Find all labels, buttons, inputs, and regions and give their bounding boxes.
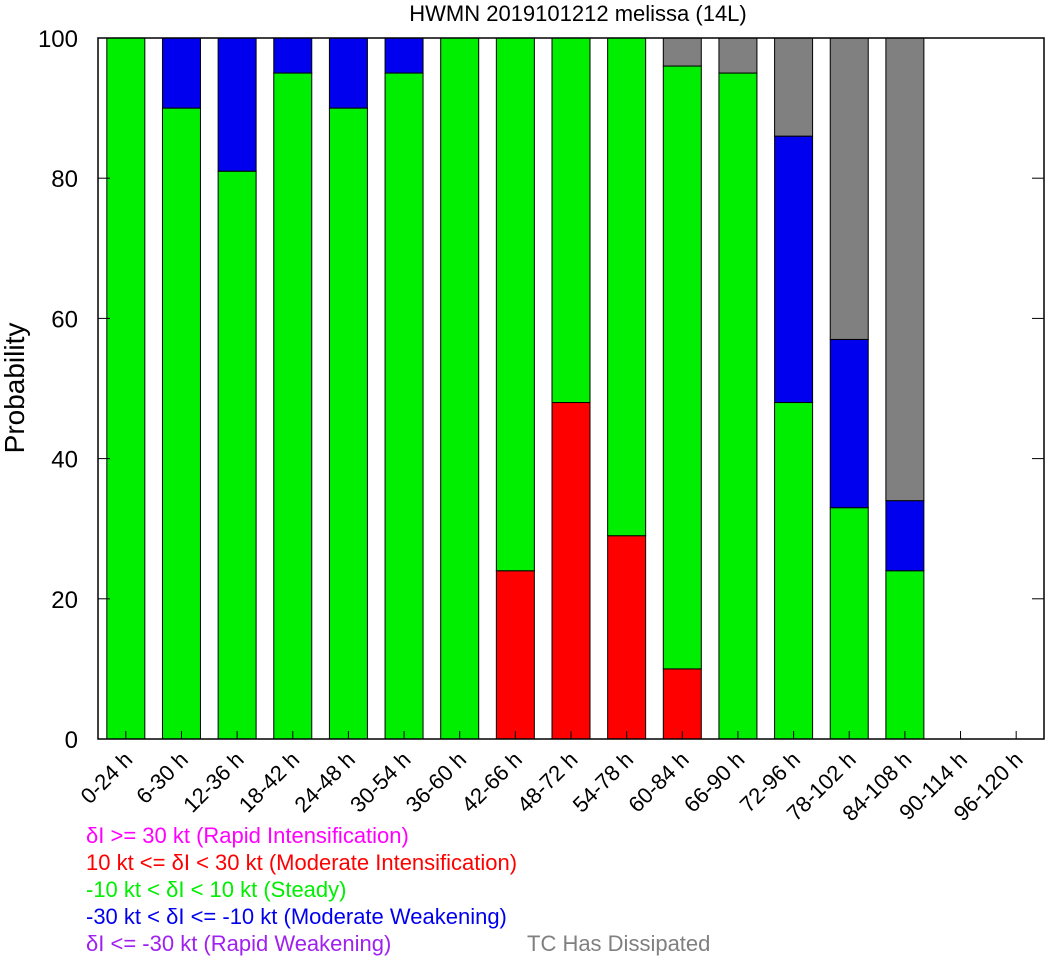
bar-segment-2-2 <box>217 170 257 740</box>
x-tick-label-11: 66-90 h <box>679 747 749 817</box>
bar-segment-3-2 <box>273 72 313 740</box>
legend-item-moderate-weakening: -30 kt < δI <= -10 kt (Moderate Weakenin… <box>86 904 507 929</box>
bar-segment-4-3 <box>328 37 368 109</box>
bar-segment-10-1 <box>662 668 702 740</box>
x-tick-label-0: 0-24 h <box>76 747 138 809</box>
bar-segment-14-4 <box>885 37 925 502</box>
y-tick-label-1: 20 <box>51 587 78 614</box>
bar-segment-14-2 <box>885 570 925 740</box>
bar-segment-1-2 <box>161 107 201 740</box>
legend: δI >= 30 kt (Rapid Intensification) 10 k… <box>86 822 517 957</box>
bar-segment-5-3 <box>384 37 424 74</box>
bar-segment-0-2 <box>106 37 146 740</box>
bars-layer <box>106 37 925 740</box>
bar-segment-11-4 <box>718 37 758 74</box>
bar-segment-8-1 <box>551 402 591 740</box>
legend-item-rapid-intensification: δI >= 30 kt (Rapid Intensification) <box>86 823 409 848</box>
bar-segment-7-2 <box>495 37 535 572</box>
x-tick-label-6: 36-60 h <box>401 747 471 817</box>
bar-segment-9-2 <box>607 37 647 537</box>
bar-segment-12-4 <box>774 37 814 137</box>
chart-title: HWMN 2019101212 melissa (14L) <box>409 1 747 26</box>
bar-segment-13-4 <box>829 37 869 340</box>
bar-segment-13-2 <box>829 507 869 740</box>
x-tick-label-9: 54-78 h <box>568 747 638 817</box>
stacked-bar-chart: HWMN 2019101212 melissa (14L) Probabilit… <box>0 1 1045 826</box>
y-axis-label: Probability <box>0 323 30 454</box>
x-tick-label-8: 48-72 h <box>512 747 582 817</box>
bar-segment-5-2 <box>384 72 424 740</box>
bar-segment-4-2 <box>328 107 368 740</box>
y-tick-label-0: 0 <box>65 727 78 754</box>
x-tick-label-5: 30-54 h <box>345 747 415 817</box>
bar-segment-13-3 <box>829 338 869 509</box>
bar-segment-8-2 <box>551 37 591 404</box>
x-tick-label-10: 60-84 h <box>623 747 693 817</box>
bar-segment-2-3 <box>217 37 257 172</box>
bar-segment-12-3 <box>774 135 814 404</box>
legend-item-moderate-intensification: 10 kt <= δI < 30 kt (Moderate Intensific… <box>86 850 518 875</box>
y-tick-label-2: 40 <box>51 447 78 474</box>
legend-item-dissipated: TC Has Dissipated <box>527 931 711 956</box>
bar-segment-12-2 <box>774 402 814 740</box>
bar-segment-9-1 <box>607 535 647 740</box>
y-tick-label-3: 60 <box>51 306 78 333</box>
bar-segment-11-2 <box>718 72 758 740</box>
bar-segment-3-3 <box>273 37 313 74</box>
bar-segment-6-2 <box>440 37 480 740</box>
bar-segment-7-1 <box>495 570 535 740</box>
bar-segment-10-4 <box>662 37 702 67</box>
bar-segment-10-2 <box>662 65 702 670</box>
y-tick-label-5: 100 <box>38 26 78 53</box>
bar-segment-14-3 <box>885 500 925 572</box>
legend-item-steady: -10 kt < δI < 10 kt (Steady) <box>86 877 347 902</box>
x-tick-label-2: 12-36 h <box>178 747 248 817</box>
y-tick-label-4: 80 <box>51 166 78 193</box>
x-tick-label-7: 42-66 h <box>456 747 526 817</box>
x-tick-label-3: 18-42 h <box>234 747 304 817</box>
legend-item-rapid-weakening: δI <= -30 kt (Rapid Weakening) <box>86 931 392 956</box>
bar-segment-1-3 <box>161 37 201 109</box>
x-tick-label-4: 24-48 h <box>290 747 360 817</box>
